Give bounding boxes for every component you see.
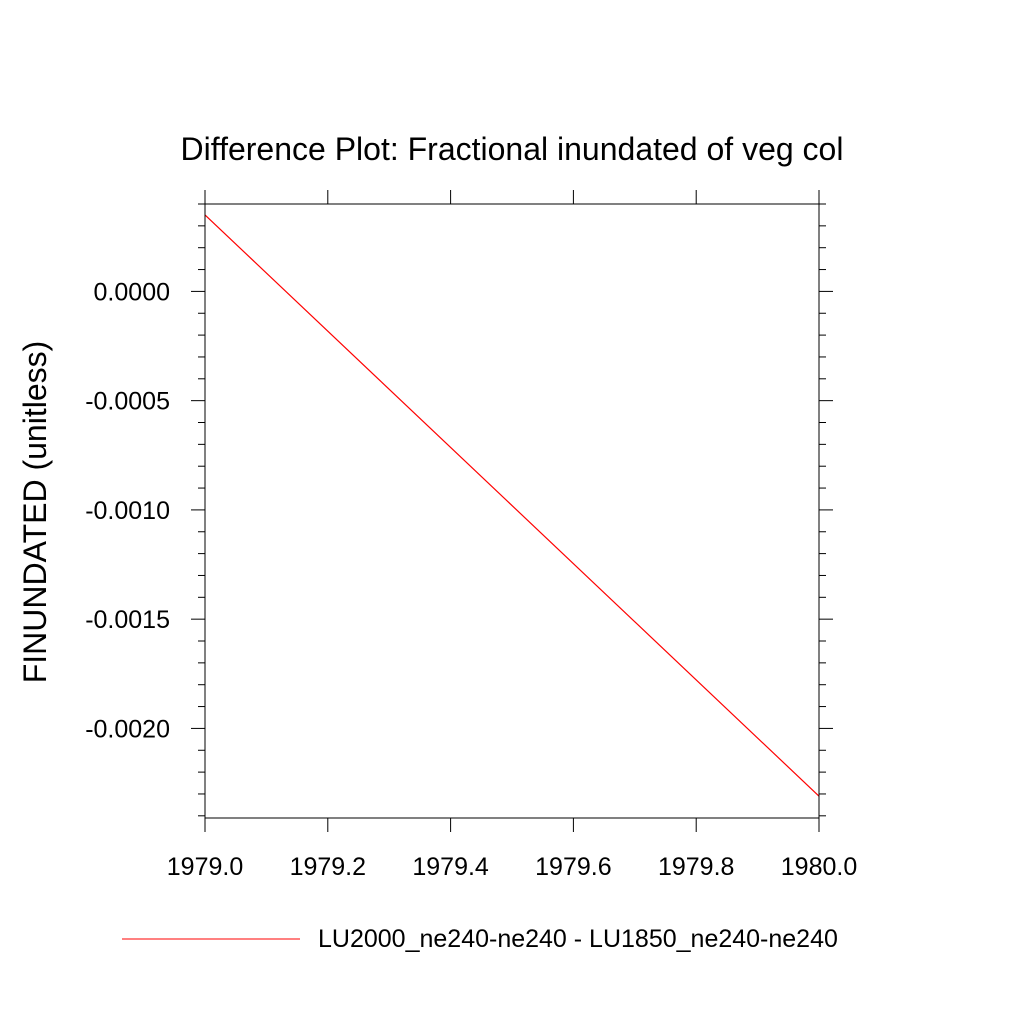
- y-tick-label: -0.0015: [85, 606, 170, 634]
- x-tick-label: 1979.2: [290, 853, 366, 881]
- legend: LU2000_ne240-ne240 - LU1850_ne240-ne240: [122, 925, 838, 953]
- x-tick-label: 1979.6: [535, 853, 611, 881]
- y-axis-title: FINUNDATED (unitless): [17, 341, 53, 684]
- plot-frame: [204, 203, 820, 819]
- series-layer: [204, 214, 820, 797]
- legend-label: LU2000_ne240-ne240 - LU1850_ne240-ne240: [318, 925, 838, 953]
- x-tick-label: 1979.4: [412, 853, 489, 881]
- chart-title: Difference Plot: Fractional inundated of…: [181, 131, 844, 167]
- y-tick-label: -0.0010: [85, 497, 170, 525]
- x-tick-label: 1979.8: [658, 853, 734, 881]
- y-tick-label: -0.0020: [85, 715, 170, 743]
- x-tick-label: 1980.0: [781, 853, 857, 881]
- ticks-layer: 1979.0 1979.2 1979.4 1979.6 1979.8 1980.0 0.00…: [85, 190, 857, 881]
- x-tick-label: 1979.0: [167, 853, 243, 881]
- series-line-0: [204, 214, 820, 797]
- y-tick-label: -0.0005: [85, 388, 170, 416]
- y-tick-label: 0.0000: [94, 278, 170, 306]
